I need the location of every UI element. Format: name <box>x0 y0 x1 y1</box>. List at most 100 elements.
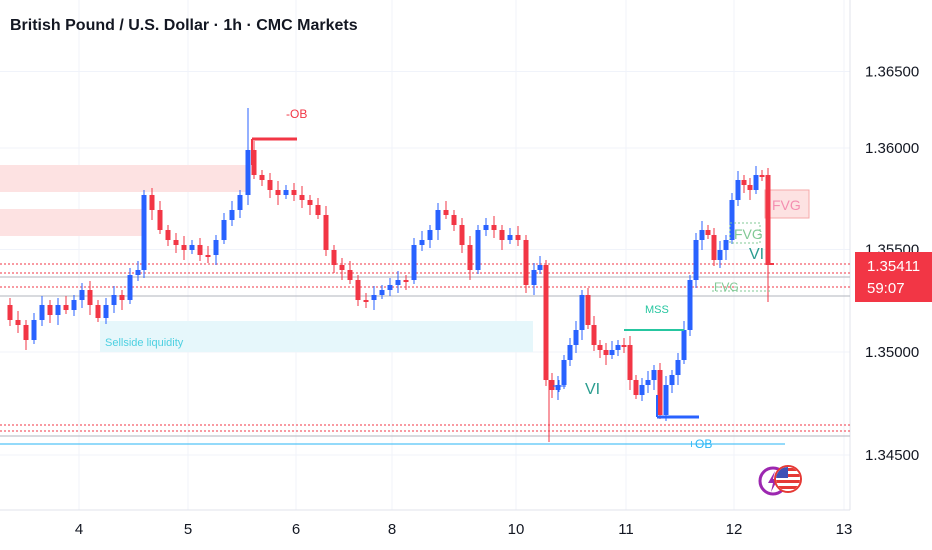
candle-body <box>681 330 687 360</box>
candle-body <box>7 305 13 320</box>
candle-body <box>213 240 219 255</box>
candle-body <box>291 190 297 195</box>
candle-body <box>173 240 179 245</box>
annotation-label: FVG <box>734 226 763 242</box>
candle-body <box>165 230 171 240</box>
candle-body <box>705 230 711 235</box>
candle-body <box>111 295 117 305</box>
x-tick-label: 13 <box>836 521 853 538</box>
annotation-label: MSS <box>645 304 669 316</box>
fvg-box <box>729 222 761 244</box>
candle-body <box>699 230 705 240</box>
sellside-liquidity-zone <box>100 321 533 352</box>
candle-body <box>71 300 77 310</box>
x-tick-label: 6 <box>292 521 300 538</box>
candle-body <box>747 185 753 190</box>
candle-body <box>555 385 561 390</box>
candle-body <box>355 280 361 300</box>
candle-body <box>621 345 627 347</box>
candle-body <box>515 235 521 240</box>
annotation-label: -OB <box>286 107 307 121</box>
candle-body <box>127 275 133 300</box>
candle-body <box>267 180 273 190</box>
candle-body <box>657 370 663 415</box>
candle-body <box>669 375 675 385</box>
candle-body <box>717 250 723 260</box>
current-price-badge: 1.35411 59:07 <box>855 252 932 302</box>
candle-body <box>307 200 313 205</box>
candle-body <box>411 245 417 280</box>
candle-body <box>339 265 345 270</box>
annotations: -OB +OB Sellside liquidity MSS VI VI FVG FVG FVG <box>105 107 801 451</box>
x-tick-label: 10 <box>508 521 525 538</box>
candle-body <box>651 370 657 380</box>
annotation-label: FVG <box>772 197 801 213</box>
candle-body <box>15 320 21 325</box>
candle-body <box>23 325 29 340</box>
candle-body <box>735 180 741 200</box>
candle-body <box>561 360 567 385</box>
candle-body <box>573 330 579 345</box>
candle-body <box>47 305 53 315</box>
x-tick-label: 11 <box>618 521 634 538</box>
candle-body <box>687 280 693 330</box>
candle-body <box>245 150 251 195</box>
candle-body <box>603 350 609 355</box>
candle-body <box>591 325 597 345</box>
y-tick-label: 1.35000 <box>865 344 919 361</box>
candle-body <box>549 380 555 390</box>
x-tick-label: 5 <box>184 521 192 538</box>
candle-body <box>141 195 147 270</box>
candle-body <box>639 385 645 395</box>
candle-body <box>543 265 549 380</box>
x-axis[interactable]: 4 5 6 8 10 11 12 13 <box>75 521 853 538</box>
candle-body <box>507 235 513 240</box>
candle-body <box>157 210 163 230</box>
candle-body <box>395 280 401 285</box>
candle-body <box>299 195 305 200</box>
bar-countdown: 59:07 <box>867 280 905 297</box>
candle-body <box>119 295 125 300</box>
candle-body <box>135 270 141 275</box>
candle-body <box>475 230 481 270</box>
annotation-label: Sellside liquidity <box>105 337 184 349</box>
candle-body <box>675 360 681 375</box>
candle-body <box>531 270 537 285</box>
candle-body <box>537 265 543 270</box>
candles <box>7 108 771 442</box>
candle-body <box>221 220 227 240</box>
candle-body <box>729 200 735 240</box>
candle-body <box>259 175 265 180</box>
annotation-label: VI <box>749 246 764 263</box>
candle-body <box>627 345 633 380</box>
candle-body <box>723 240 729 250</box>
candle-body <box>403 280 409 282</box>
candle-body <box>87 290 93 305</box>
candle-body <box>79 290 85 300</box>
candle-body <box>443 210 449 215</box>
candle-body <box>331 250 337 265</box>
candle-body <box>609 350 615 355</box>
candle-body <box>347 270 353 280</box>
zones <box>0 165 850 445</box>
candle-body <box>95 305 101 318</box>
candle-body <box>197 245 203 255</box>
supply-zone <box>0 165 250 192</box>
candle-body <box>31 320 37 340</box>
chart-title: British Pound / U.S. Dollar · 1h · CMC M… <box>10 17 358 34</box>
y-tick-label: 1.36500 <box>865 64 919 81</box>
lightning-us-flag-icon[interactable] <box>758 461 802 501</box>
y-tick-label: 1.34500 <box>865 447 919 464</box>
candle-body <box>149 195 155 210</box>
candle-body <box>579 295 585 330</box>
candle-body <box>237 195 243 210</box>
candle-body <box>371 295 377 300</box>
supply-zone <box>0 209 145 236</box>
candle-body <box>435 210 441 230</box>
candle-body <box>741 180 747 185</box>
candle-body <box>275 190 281 195</box>
candle-body <box>55 305 61 315</box>
candle-body <box>39 305 45 320</box>
candle-body <box>467 245 473 270</box>
